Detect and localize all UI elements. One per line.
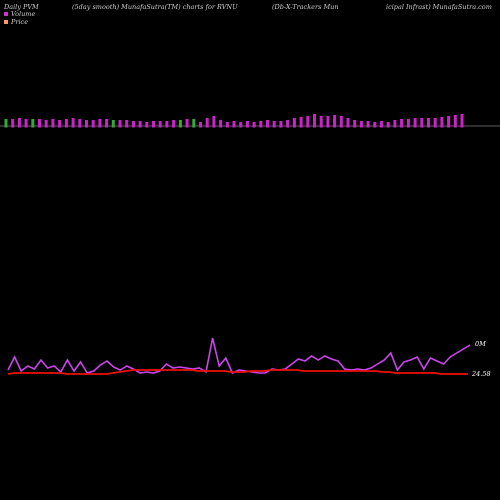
volume-bars [4,114,464,128]
volume-bar [185,119,189,128]
volume-bar [192,119,196,128]
volume-bar [199,122,202,128]
volume-bar [219,120,223,128]
volume-bar [91,120,95,128]
volume-bar [339,116,343,128]
volume-bar [31,119,35,128]
volume-bar [245,121,249,128]
volume-bar [366,121,370,128]
legend-volume-label: Volume [11,10,36,18]
volume-line [7,337,471,375]
volume-bar [333,115,337,128]
volume-bar [252,122,256,128]
volume-bar [11,119,15,128]
volume-bar [319,116,323,128]
volume-bar [17,118,21,128]
volume-bar [71,118,75,128]
volume-bar [420,118,424,128]
volume-bar [400,119,404,128]
volume-bar [286,120,290,128]
volume-bar [353,120,357,128]
volume-bar [205,118,209,128]
volume-bar [460,114,464,128]
volume-bar [4,119,8,128]
volume-bar [58,120,62,128]
volume-bar [447,116,451,128]
volume-bar [440,117,444,128]
volume-bar [158,121,162,128]
volume-bar [393,120,397,128]
volume-bar [172,120,176,128]
volume-bar [406,119,410,128]
volume-bar [125,120,129,128]
volume-bar [433,118,437,128]
volume-bar [427,118,430,128]
volume-bar [346,118,350,128]
volume-bar [413,118,417,128]
volume-bar [292,118,296,128]
header-right-text: icipal Infrast) MunafaSutra.com [386,3,492,11]
legend-volume-swatch [4,12,8,16]
volume-bar [78,119,82,128]
volume-bar [165,121,169,128]
volume-bar [85,120,88,128]
volume-bar [359,121,363,128]
volume-bar [98,119,102,128]
volume-bar [266,120,269,128]
volume-bar [44,120,48,128]
volume-bar [373,122,377,128]
volume-bar [306,116,310,128]
volume-bar [272,121,276,128]
volume-bar [259,121,263,128]
header-center-title: (5day smooth) MunafaSutra(TM) charts for… [72,3,238,11]
volume-bar [313,114,316,128]
volume-bar [453,115,457,128]
volume-line-label: 0M [475,340,486,348]
volume-bar [178,120,182,128]
header-left-text: Daily PVM [4,3,39,11]
volume-bar [24,119,28,128]
volume-bar [51,119,55,128]
volume-bar [131,121,135,128]
volume-bar [386,122,390,128]
legend-price-swatch [4,20,8,24]
volume-bar [152,121,155,128]
volume-bar [111,120,115,128]
volume-bar [105,119,109,128]
price-line [7,369,468,375]
volume-bar [279,121,283,128]
volume-bar [212,116,216,128]
volume-bar [138,121,142,128]
volume-bar [145,122,149,128]
legend-volume: Volume [4,10,35,18]
volume-bar [225,122,229,128]
volume-bar [299,117,303,128]
price-line-label: 24.58 [471,370,491,378]
volume-bar [326,116,330,128]
header-center-symbol: (Db-X-Trackers Mun [272,3,339,11]
volume-bar [38,119,41,128]
volume-bar [239,122,243,128]
volume-bar [380,121,383,128]
volume-bar [64,119,68,128]
volume-bar [118,120,122,128]
legend-price-label: Price [11,18,29,26]
volume-bar [232,121,236,128]
legend-price: Price [4,18,28,26]
